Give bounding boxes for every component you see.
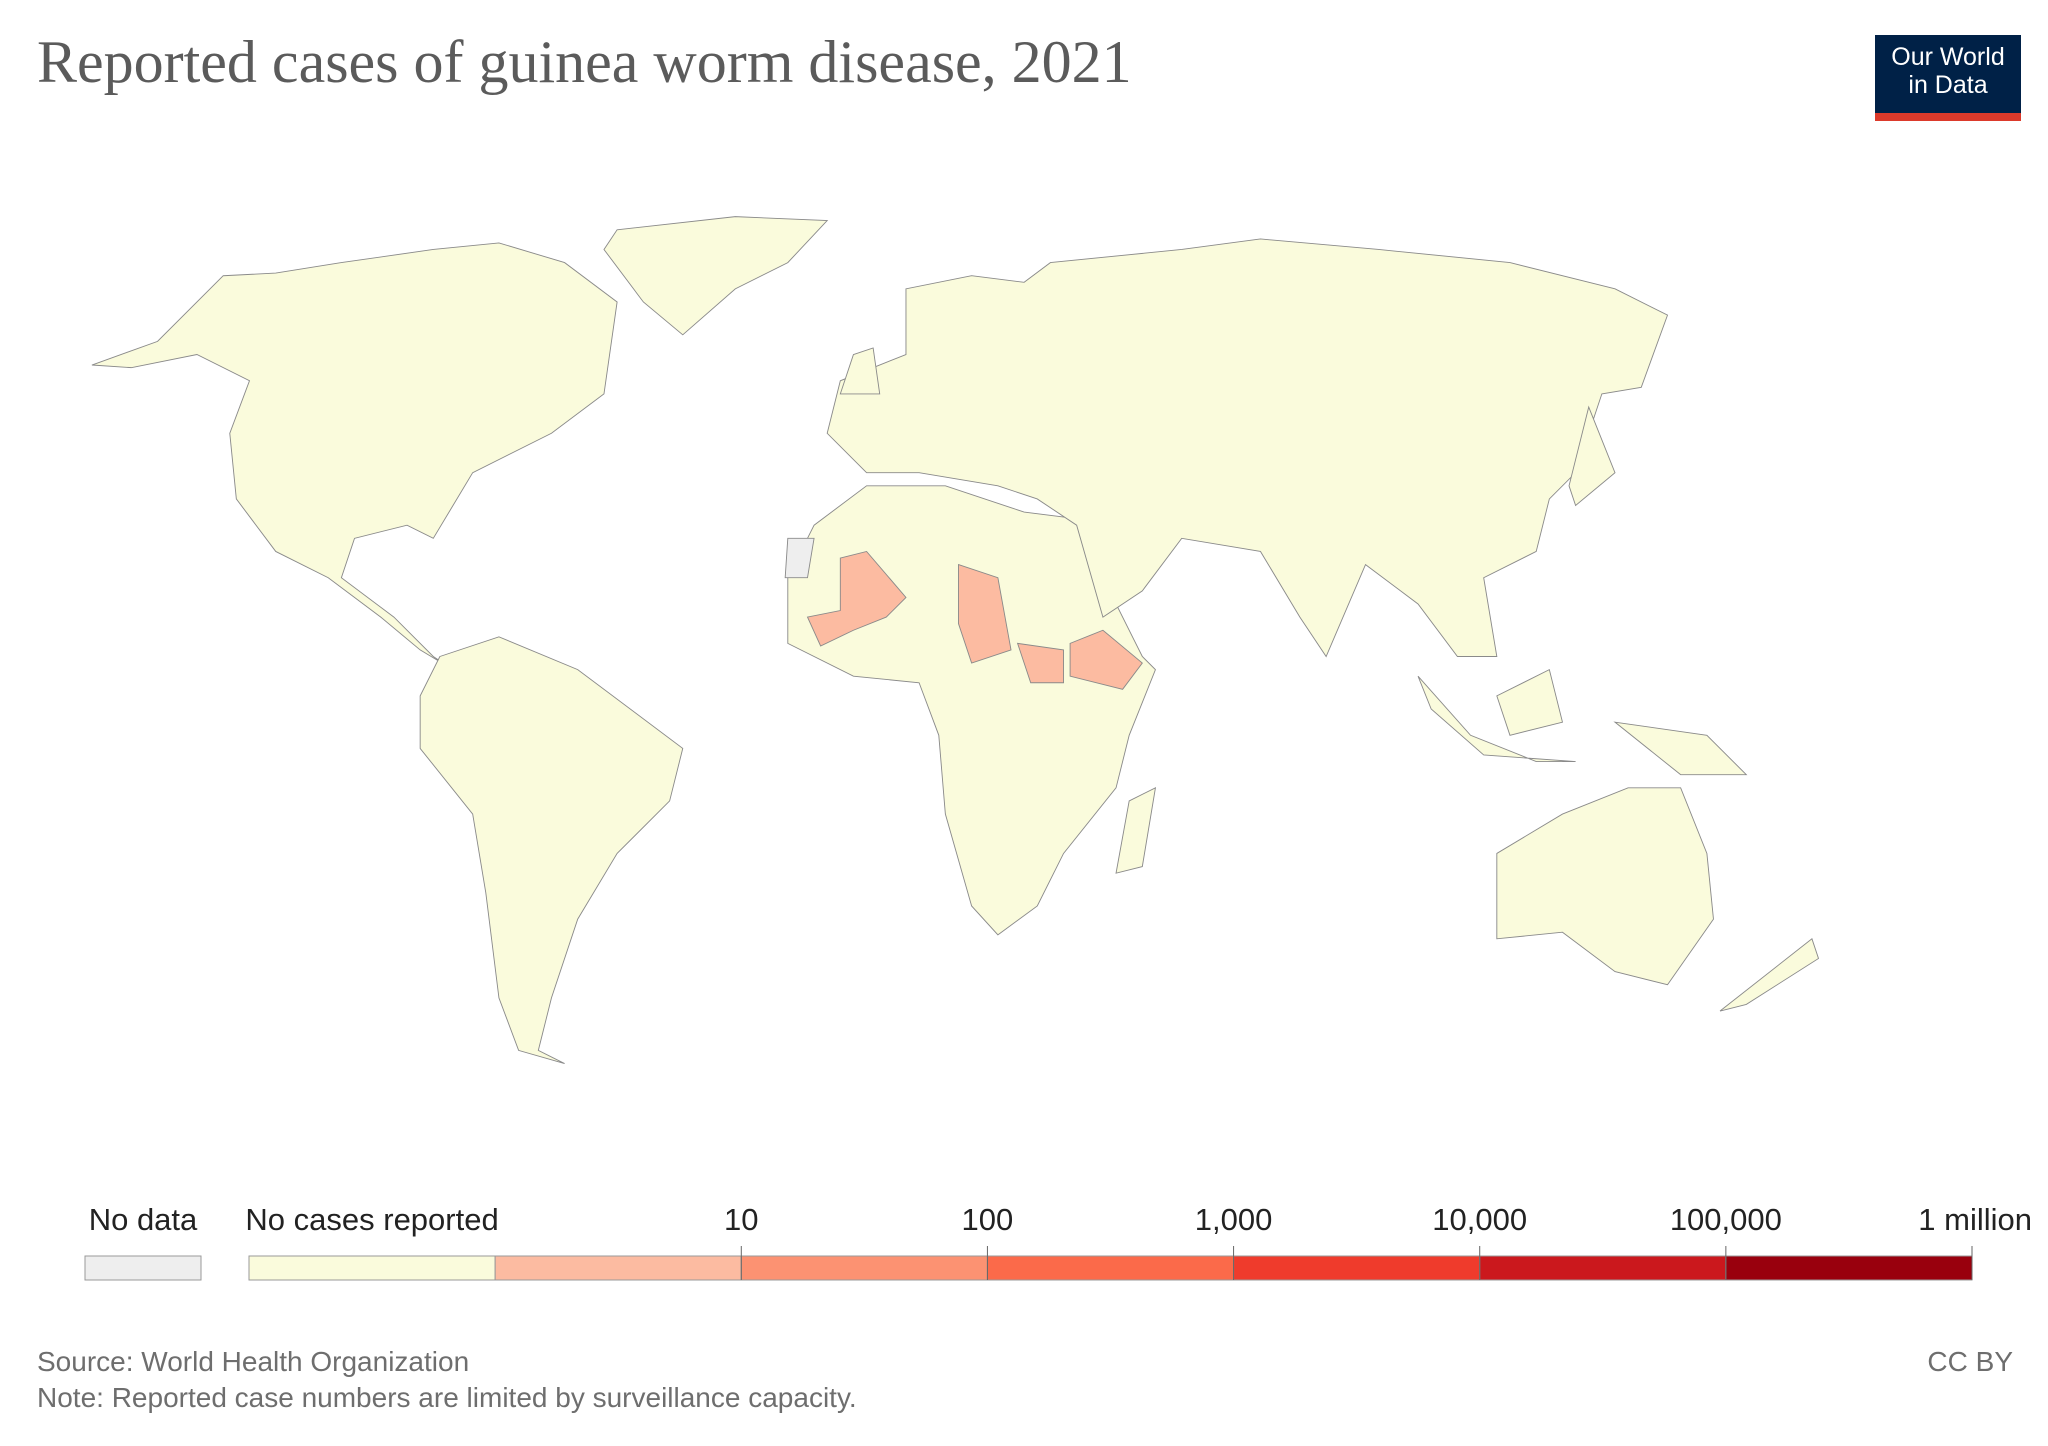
- map: [91, 216, 1820, 1064]
- legend-tick-label: 100: [962, 1202, 1014, 1237]
- country: [1613, 721, 1748, 776]
- logo-line: in Data: [1908, 71, 1988, 99]
- country: [826, 238, 1669, 658]
- country: [1719, 938, 1820, 1012]
- source: Source: World Health Organization: [37, 1346, 470, 1377]
- world-map: [91, 216, 1820, 1064]
- country-with-cases: [1069, 629, 1143, 690]
- country: [91, 242, 618, 671]
- legend-bin: [986, 1255, 1235, 1281]
- country-no-data: [784, 537, 815, 579]
- legend-tick-label: 10,000: [1432, 1202, 1527, 1237]
- zero-label: No cases reported: [245, 1202, 498, 1237]
- legend-bin: [740, 1255, 988, 1281]
- no-data-label: No data: [89, 1202, 198, 1237]
- legend-tick-label: 10: [724, 1202, 758, 1237]
- legend-tick-label: 1,000: [1195, 1202, 1273, 1237]
- note: Note: Reported case numbers are limited …: [37, 1382, 857, 1413]
- country: [603, 216, 829, 336]
- legend-bin: [494, 1255, 742, 1281]
- legend-tick-label: 1 million: [1918, 1202, 2032, 1237]
- legend-bin: [1479, 1255, 1727, 1281]
- country-with-cases: [958, 563, 1012, 664]
- license: CC BY: [1927, 1346, 2013, 1377]
- country: [1496, 787, 1714, 986]
- logo[interactable]: Our World in Data: [1875, 35, 2021, 121]
- legend-bin: [1233, 1255, 1481, 1281]
- country-with-cases: [1016, 642, 1064, 684]
- country: [1417, 675, 1576, 762]
- country-with-cases: [806, 550, 907, 647]
- country: [839, 347, 881, 395]
- legend-bin: [1725, 1255, 1973, 1281]
- country: [419, 636, 684, 1064]
- legend: No data No cases reported 10 100 1,000 10,000…: [84, 1202, 2032, 1281]
- country: [1115, 786, 1157, 874]
- title: Reported cases of guinea worm disease, 2…: [37, 29, 1132, 95]
- zero-swatch: [248, 1255, 496, 1281]
- country: [1496, 668, 1564, 736]
- logo-line: Our World: [1891, 43, 2005, 71]
- legend-tick-label: 100,000: [1670, 1202, 1782, 1237]
- no-data-swatch: [84, 1255, 202, 1281]
- country: [1568, 405, 1616, 507]
